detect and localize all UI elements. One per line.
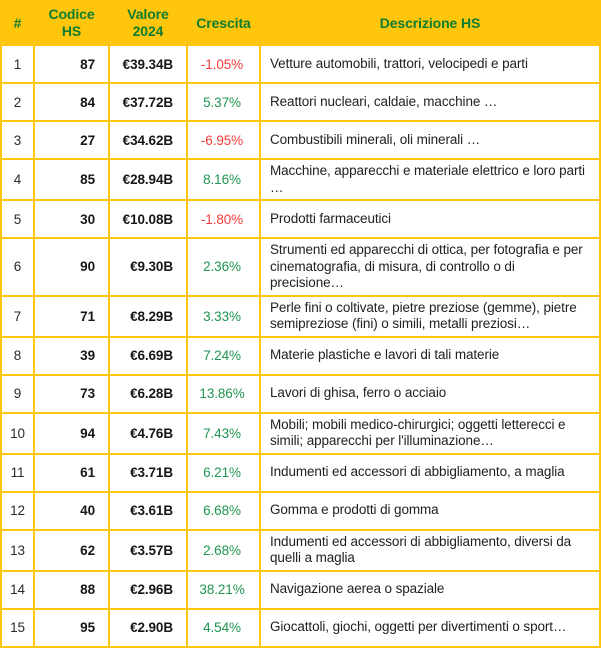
rank-cell: 4 <box>0 158 35 201</box>
table-row: 7 71 €8.29B 3.33% Perle fini o coltivate… <box>0 294 601 338</box>
hs-code-cell: 85 <box>33 158 110 201</box>
column-header-descrizione: Descrizione HS <box>259 0 601 46</box>
hs-code-cell: 61 <box>33 452 110 493</box>
growth-cell: 7.24% <box>186 335 261 376</box>
description-cell: Combustibili minerali, oli minerali … <box>259 120 601 160</box>
description-cell: Gomma e prodotti di gomma <box>259 490 601 531</box>
hs-code-cell: 39 <box>33 335 110 376</box>
rank-cell: 3 <box>0 120 35 160</box>
value-cell: €3.57B <box>108 528 188 572</box>
growth-cell: 3.33% <box>186 294 261 338</box>
description-cell: Prodotti farmaceutici <box>259 199 601 239</box>
value-cell: €8.29B <box>108 294 188 338</box>
growth-cell: -1.80% <box>186 199 261 239</box>
growth-cell: 2.36% <box>186 237 261 297</box>
hs-code-cell: 40 <box>33 490 110 531</box>
hs-code-cell: 30 <box>33 199 110 239</box>
growth-cell: 7.43% <box>186 411 261 455</box>
description-cell: Indumenti ed accessori di abbigliamento,… <box>259 452 601 493</box>
hs-code-cell: 94 <box>33 411 110 455</box>
description-cell: Lavori di ghisa, ferro o acciaio <box>259 373 601 414</box>
rank-cell: 12 <box>0 490 35 531</box>
description-cell: Navigazione aerea o spaziale <box>259 569 601 610</box>
table-row: 9 73 €6.28B 13.86% Lavori di ghisa, ferr… <box>0 373 601 414</box>
table-row: 1 87 €39.34B -1.05% Vetture automobili, … <box>0 44 601 84</box>
column-header-crescita: Crescita <box>186 0 261 46</box>
value-cell: €34.62B <box>108 120 188 160</box>
growth-cell: 8.16% <box>186 158 261 201</box>
rank-cell: 7 <box>0 294 35 338</box>
description-cell: Perle fini o coltivate, pietre preziose … <box>259 294 601 338</box>
table-row: 2 84 €37.72B 5.37% Reattori nucleari, ca… <box>0 82 601 122</box>
rank-cell: 9 <box>0 373 35 414</box>
value-cell: €3.71B <box>108 452 188 493</box>
description-cell: Materie plastiche e lavori di tali mater… <box>259 335 601 376</box>
column-header-valore-2024: Valore 2024 <box>108 0 188 46</box>
table-row: 4 85 €28.94B 8.16% Macchine, apparecchi … <box>0 158 601 201</box>
description-cell: Vetture automobili, trattori, velocipedi… <box>259 44 601 84</box>
value-cell: €2.96B <box>108 569 188 610</box>
growth-cell: -6.95% <box>186 120 261 160</box>
growth-cell: 4.54% <box>186 607 261 648</box>
growth-cell: 2.68% <box>186 528 261 572</box>
value-cell: €9.30B <box>108 237 188 297</box>
rank-cell: 6 <box>0 237 35 297</box>
table-row: 5 30 €10.08B -1.80% Prodotti farmaceutic… <box>0 199 601 239</box>
description-cell: Mobili; mobili medico-chirurgici; oggett… <box>259 411 601 455</box>
value-cell: €2.90B <box>108 607 188 648</box>
table-row: 8 39 €6.69B 7.24% Materie plastiche e la… <box>0 335 601 376</box>
value-cell: €37.72B <box>108 82 188 122</box>
growth-cell: 5.37% <box>186 82 261 122</box>
hs-code-cell: 88 <box>33 569 110 610</box>
hs-code-cell: 71 <box>33 294 110 338</box>
description-cell: Strumenti ed apparecchi di ottica, per f… <box>259 237 601 297</box>
table-header: # Codice HS Valore 2024 Crescita Descriz… <box>0 0 601 46</box>
value-cell: €4.76B <box>108 411 188 455</box>
table-row: 11 61 €3.71B 6.21% Indumenti ed accessor… <box>0 452 601 493</box>
hs-code-cell: 73 <box>33 373 110 414</box>
growth-cell: 13.86% <box>186 373 261 414</box>
column-header-codice-hs: Codice HS <box>33 0 110 46</box>
hs-code-cell: 95 <box>33 607 110 648</box>
table-row: 3 27 €34.62B -6.95% Combustibili mineral… <box>0 120 601 160</box>
rank-cell: 13 <box>0 528 35 572</box>
value-cell: €28.94B <box>108 158 188 201</box>
rank-cell: 11 <box>0 452 35 493</box>
value-cell: €6.28B <box>108 373 188 414</box>
value-cell: €39.34B <box>108 44 188 84</box>
column-header-rank: # <box>0 0 35 46</box>
growth-cell: 6.21% <box>186 452 261 493</box>
description-cell: Giocattoli, giochi, oggetti per divertim… <box>259 607 601 648</box>
table-row: 14 88 €2.96B 38.21% Navigazione aerea o … <box>0 569 601 610</box>
rank-cell: 15 <box>0 607 35 648</box>
growth-cell: 6.68% <box>186 490 261 531</box>
hs-code-cell: 84 <box>33 82 110 122</box>
table-row: 15 95 €2.90B 4.54% Giocattoli, giochi, o… <box>0 607 601 648</box>
description-cell: Indumenti ed accessori di abbigliamento,… <box>259 528 601 572</box>
rank-cell: 2 <box>0 82 35 122</box>
hs-code-cell: 27 <box>33 120 110 160</box>
rank-cell: 14 <box>0 569 35 610</box>
rank-cell: 10 <box>0 411 35 455</box>
growth-cell: 38.21% <box>186 569 261 610</box>
hs-code-cell: 62 <box>33 528 110 572</box>
rank-cell: 8 <box>0 335 35 376</box>
hs-code-cell: 90 <box>33 237 110 297</box>
description-cell: Reattori nucleari, caldaie, macchine … <box>259 82 601 122</box>
rank-cell: 5 <box>0 199 35 239</box>
table-row: 6 90 €9.30B 2.36% Strumenti ed apparecch… <box>0 237 601 297</box>
table-row: 10 94 €4.76B 7.43% Mobili; mobili medico… <box>0 411 601 455</box>
value-cell: €3.61B <box>108 490 188 531</box>
table-row: 13 62 €3.57B 2.68% Indumenti ed accessor… <box>0 528 601 572</box>
growth-cell: -1.05% <box>186 44 261 84</box>
table-row: 12 40 €3.61B 6.68% Gomma e prodotti di g… <box>0 490 601 531</box>
value-cell: €6.69B <box>108 335 188 376</box>
hs-code-cell: 87 <box>33 44 110 84</box>
rank-cell: 1 <box>0 44 35 84</box>
description-cell: Macchine, apparecchi e materiale elettri… <box>259 158 601 201</box>
value-cell: €10.08B <box>108 199 188 239</box>
